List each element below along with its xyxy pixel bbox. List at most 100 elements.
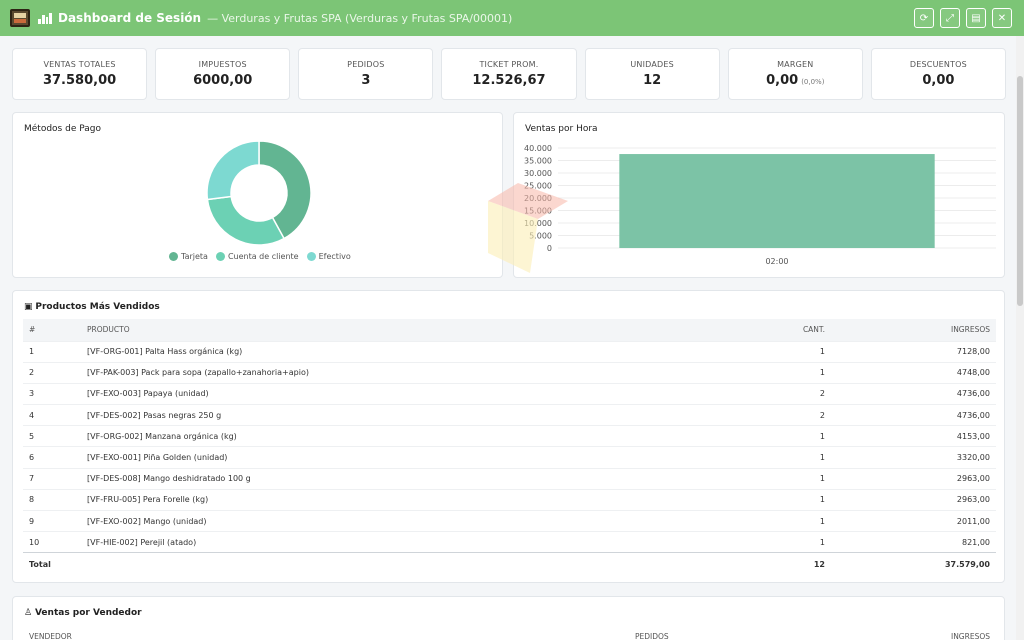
table-header-row: # PRODUCTO CANT. INGRESOS (23, 319, 996, 341)
col-quantity[interactable]: CANT. (721, 319, 831, 341)
file-icon: ▤ (971, 12, 981, 24)
close-icon: ✕ (997, 12, 1007, 24)
legend-label: Tarjeta (181, 252, 208, 261)
table-row[interactable]: 10 [VF-HIE-002] Perejil (atado) 1 821,00 (23, 531, 996, 553)
row-revenue: 4736,00 (831, 382, 996, 405)
kpi-label: PEDIDOS (347, 60, 385, 69)
header-actions: ⟳ ⤢ ▤ ✕ (914, 8, 1012, 28)
sales-by-hour-panel: Ventas por Hora 0 5.000 10.000 15.000 20.000… (513, 112, 1005, 278)
row-index: 4 (23, 404, 81, 426)
kpi-label: IMPUESTOS (198, 60, 247, 69)
kpi-label: MARGEN (777, 60, 814, 69)
col-product[interactable]: PRODUCTO (81, 319, 721, 341)
col-vendor-revenue[interactable]: INGRESOS (950, 632, 990, 640)
row-index: 8 (23, 488, 81, 511)
box-icon: ▣ (24, 302, 33, 312)
kpi-row: VENTAS TOTALES 37.580,00 IMPUESTOS 6000,00 P… (12, 48, 1006, 100)
row-product: [VF-EXO-002] Mango (unidad) (81, 509, 721, 532)
page-title: Dashboard de Sesión (58, 11, 202, 25)
refresh-icon: ⟳ (919, 12, 929, 24)
row-quantity: 1 (721, 446, 831, 469)
kpi-value: 37.580,00 (42, 73, 117, 88)
kpi-card: PEDIDOS 3 (298, 48, 434, 100)
row-quantity: 1 (721, 361, 831, 384)
table-row[interactable]: 2 [VF-PAK-003] Pack para sopa (zapallo+za… (23, 361, 996, 384)
row-index: 7 (23, 467, 81, 490)
kpi-value: 3 (361, 73, 371, 88)
row-revenue: 4748,00 (831, 361, 996, 384)
y-tick-label: 35.000 (524, 157, 552, 166)
row-quantity: 1 (721, 488, 831, 511)
y-tick-label: 5.000 (529, 232, 552, 241)
table-row[interactable]: 8 [VF-FRU-005] Pera Forelle (kg) 1 2963,00 (23, 488, 996, 511)
kpi-value: 0,00 (922, 73, 955, 88)
close-button[interactable]: ✕ (992, 8, 1012, 28)
row-product: [VF-EXO-003] Papaya (unidad) (81, 382, 721, 405)
col-vendor[interactable]: VENDEDOR (29, 632, 72, 640)
legend-item[interactable]: Efectivo (306, 252, 351, 261)
kpi-card: UNIDADES 12 (584, 48, 720, 100)
row-product: [VF-DES-002] Pasas negras 250 g (81, 404, 721, 426)
kpi-label: TICKET PROM. (479, 60, 539, 69)
col-orders[interactable]: PEDIDOS (635, 632, 669, 640)
row-revenue: 2963,00 (831, 488, 996, 511)
kpi-value: 6000,00 (193, 73, 253, 88)
legend-label: Cuenta de cliente (227, 252, 299, 261)
row-index: 9 (23, 509, 81, 532)
pie-slice-efectivo[interactable] (206, 140, 260, 201)
bar-chart-icon (38, 12, 52, 24)
vendor-table-header: VENDEDOR PEDIDOS INGRESOS (23, 629, 996, 640)
row-product: [VF-HIE-002] Perejil (atado) (81, 531, 721, 553)
pie-slice-cuenta-de-cliente[interactable] (206, 195, 286, 246)
sales-by-vendor-title: ♙ Ventas por Vendedor (24, 608, 142, 618)
table-row[interactable]: 6 [VF-EXO-001] Piña Golden (unidad) 1 3320,… (23, 446, 996, 469)
legend-item[interactable]: Cuenta de cliente (215, 252, 299, 261)
kpi-card: VENTAS TOTALES 37.580,00 (12, 48, 148, 100)
payment-legend: Tarjeta Cuenta de cliente Efectivo (169, 252, 351, 261)
refresh-button[interactable]: ⟳ (914, 8, 934, 28)
kpi-card: TICKET PROM. 12.526,67 (441, 48, 577, 100)
store-logo-icon (10, 9, 30, 27)
row-index: 2 (23, 361, 81, 384)
payment-methods-title: Métodos de Pago (24, 124, 101, 134)
row-revenue: 4736,00 (831, 404, 996, 426)
col-index[interactable]: # (23, 319, 81, 341)
export-button[interactable]: ▤ (966, 8, 986, 28)
scrollbar-thumb[interactable] (1017, 76, 1023, 306)
top-bar: Dashboard de Sesión — Verduras y Frutas … (0, 0, 1024, 36)
pie-slice-tarjeta[interactable] (258, 140, 312, 240)
expand-button[interactable]: ⤢ (940, 8, 960, 28)
bar-0200[interactable] (619, 154, 935, 248)
row-revenue: 3320,00 (831, 446, 996, 469)
table-row[interactable]: 5 [VF-ORG-002] Manzana orgánica (kg) 1 4153… (23, 425, 996, 447)
payment-methods-panel: Métodos de Pago Tarjeta Cuenta de cliente… (12, 112, 503, 278)
sales-by-hour-chart: 0 5.000 10.000 15.000 20.000 25.000 30.000 35.0… (524, 144, 996, 266)
kpi-label: VENTAS TOTALES (43, 60, 116, 69)
y-tick-label: 0 (547, 244, 552, 253)
col-revenue[interactable]: INGRESOS (831, 319, 996, 341)
sales-by-vendor-panel: ♙ Ventas por Vendedor VENDEDOR PEDIDOS I… (12, 596, 1005, 640)
table-row[interactable]: 3 [VF-EXO-003] Papaya (unidad) 2 4736,00 (23, 382, 996, 405)
row-index: 5 (23, 425, 81, 447)
x-tick-label: 02:00 (765, 257, 788, 266)
row-revenue: 821,00 (831, 531, 996, 553)
row-product: [VF-FRU-005] Pera Forelle (kg) (81, 488, 721, 511)
row-index: 3 (23, 382, 81, 405)
y-tick-label: 25.000 (524, 182, 552, 191)
y-tick-label: 20.000 (524, 194, 552, 203)
table-row[interactable]: 9 [VF-EXO-002] Mango (unidad) 1 2011,00 (23, 509, 996, 532)
table-row[interactable]: 1 [VF-ORG-001] Palta Hass orgánica (kg) 1 7… (23, 340, 996, 363)
page-scrollbar[interactable] (1016, 36, 1024, 640)
legend-swatch (306, 252, 316, 261)
page-subtitle: — Verduras y Frutas SPA (Verduras y Frut… (207, 11, 513, 25)
user-icon: ♙ (24, 608, 33, 618)
row-quantity: 1 (721, 340, 831, 363)
legend-item[interactable]: Tarjeta (169, 252, 208, 261)
table-row[interactable]: 4 [VF-DES-002] Pasas negras 250 g 2 4736,00 (23, 404, 996, 426)
row-product: [VF-PAK-003] Pack para sopa (zapallo+zan… (81, 361, 721, 384)
sales-by-hour-title: Ventas por Hora (525, 124, 598, 134)
kpi-card: IMPUESTOS 6000,00 (155, 48, 291, 100)
y-tick-label: 10.000 (524, 219, 552, 228)
table-total-row: Total 12 37.579,00 (23, 552, 996, 576)
